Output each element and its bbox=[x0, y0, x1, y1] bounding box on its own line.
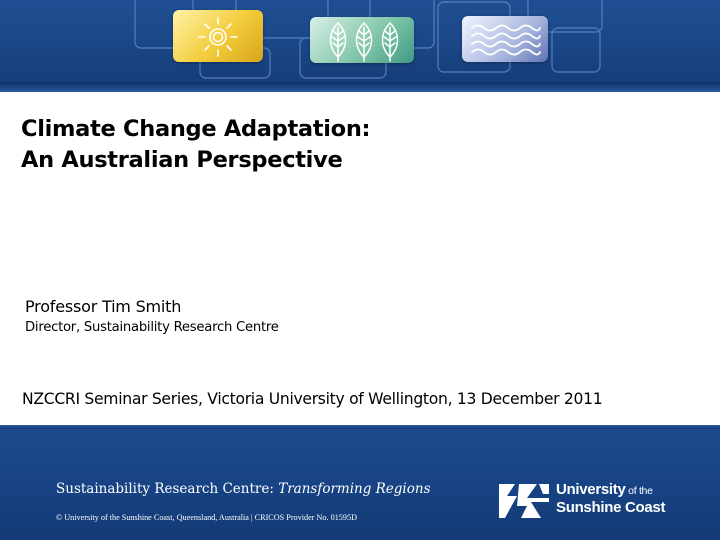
author-name: Professor Tim Smith bbox=[25, 297, 182, 316]
slide-title-line-2: An Australian Perspective bbox=[21, 147, 343, 173]
slide-title-line-1: Climate Change Adaptation: bbox=[21, 116, 371, 142]
footer-tagline-emphasis: Transforming Regions bbox=[278, 481, 431, 497]
waves-icon bbox=[462, 16, 548, 62]
slide-title: Climate Change Adaptation: An Australian… bbox=[21, 114, 621, 176]
header-divider bbox=[0, 82, 720, 92]
university-logo-mark-icon bbox=[499, 484, 549, 518]
header-band bbox=[0, 0, 720, 82]
leaves-icon bbox=[310, 17, 414, 63]
university-logo-word: University bbox=[556, 481, 626, 498]
author-role: Director, Sustainability Research Centre bbox=[25, 320, 279, 335]
footer-copyright: © University of the Sunshine Coast, Quee… bbox=[56, 513, 357, 522]
university-logo-line-1: University of the bbox=[556, 481, 653, 498]
sun-icon bbox=[173, 10, 263, 62]
footer-tagline-main: Sustainability Research Centre: bbox=[56, 481, 279, 497]
university-logo: University of the Sunshine Coast bbox=[497, 480, 675, 522]
university-logo-of-the: of the bbox=[625, 485, 653, 497]
university-logo-line-2: Sunshine Coast bbox=[556, 499, 666, 516]
footer-band: Sustainability Research Centre: Transfor… bbox=[0, 429, 720, 540]
event-line: NZCCRI Seminar Series, Victoria Universi… bbox=[22, 390, 603, 408]
footer-tagline: Sustainability Research Centre: Transfor… bbox=[56, 481, 431, 497]
footer-divider bbox=[0, 425, 720, 429]
